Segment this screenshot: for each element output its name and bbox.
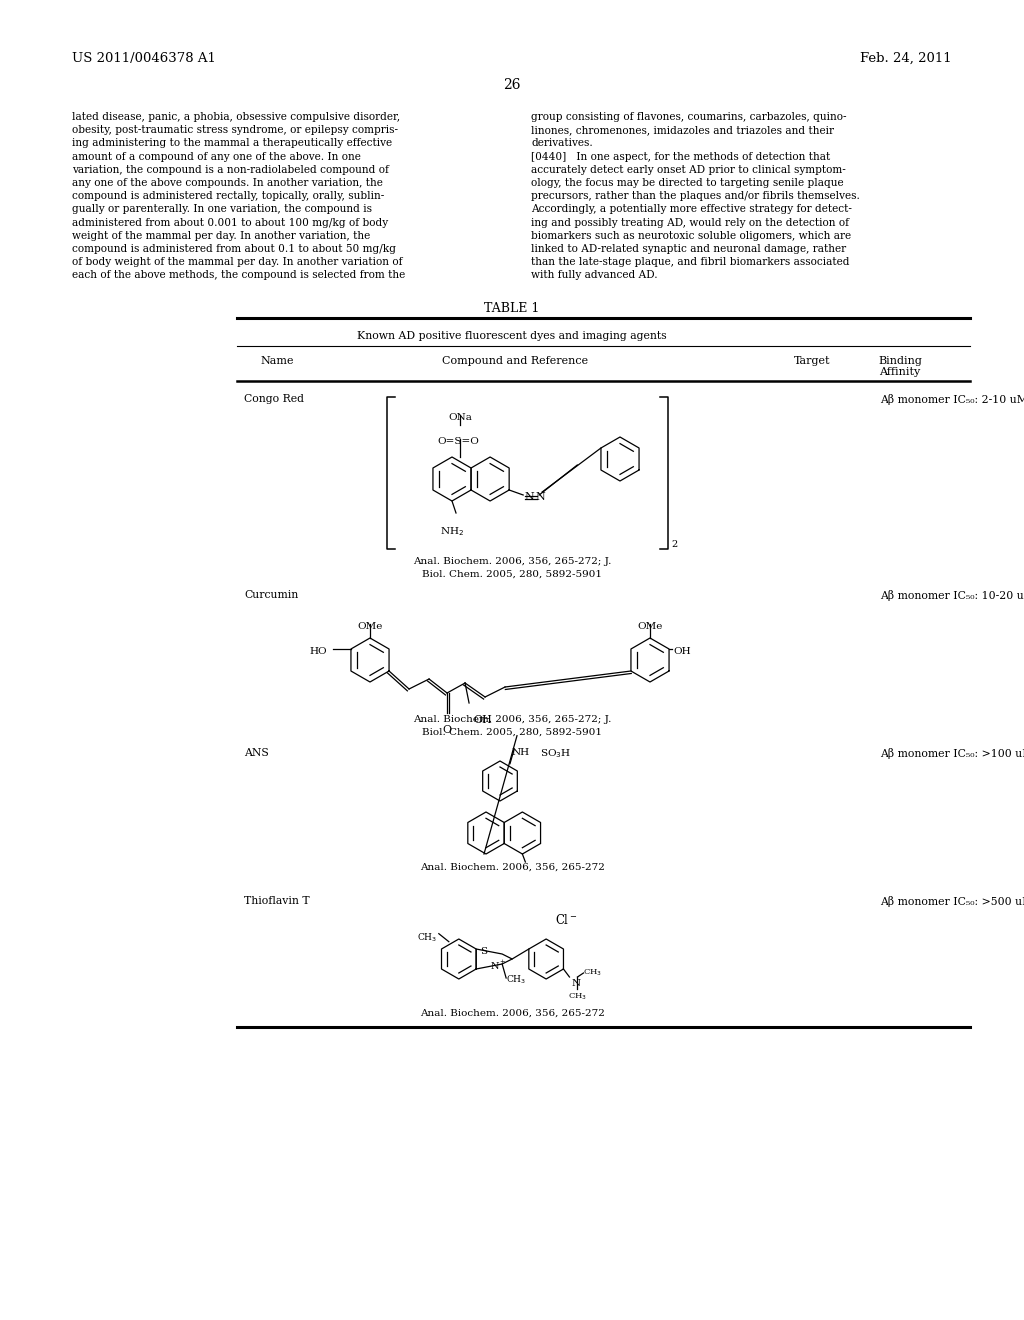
Text: Aβ monomer IC₅₀: 2-10 uM: Aβ monomer IC₅₀: 2-10 uM <box>880 393 1024 405</box>
Text: ing and possibly treating AD, would rely on the detection of: ing and possibly treating AD, would rely… <box>531 218 849 227</box>
Text: of body weight of the mammal per day. In another variation of: of body weight of the mammal per day. In… <box>72 257 402 267</box>
Text: Anal. Biochem. 2006, 356, 265-272: Anal. Biochem. 2006, 356, 265-272 <box>420 1008 604 1018</box>
Text: administered from about 0.001 to about 100 mg/kg of body: administered from about 0.001 to about 1… <box>72 218 388 227</box>
Text: Anal. Biochem. 2006, 356, 265-272; J.: Anal. Biochem. 2006, 356, 265-272; J. <box>413 715 611 723</box>
Text: O: O <box>442 725 452 735</box>
Text: OMe: OMe <box>637 622 663 631</box>
Text: CH$_3$: CH$_3$ <box>584 968 602 978</box>
Text: 2: 2 <box>671 540 677 549</box>
Text: gually or parenterally. In one variation, the compound is: gually or parenterally. In one variation… <box>72 205 372 214</box>
Text: 26: 26 <box>503 78 521 92</box>
Text: N: N <box>571 979 581 987</box>
Text: ANS: ANS <box>244 748 268 758</box>
Text: [0440]   In one aspect, for the methods of detection that: [0440] In one aspect, for the methods of… <box>531 152 830 161</box>
Text: NH: NH <box>512 747 530 756</box>
Text: with fully advanced AD.: with fully advanced AD. <box>531 271 657 280</box>
Text: CH$_3$: CH$_3$ <box>568 991 587 1002</box>
Text: Biol. Chem. 2005, 280, 5892-5901: Biol. Chem. 2005, 280, 5892-5901 <box>422 729 602 737</box>
Text: Aβ monomer IC₅₀: 10-20 uM: Aβ monomer IC₅₀: 10-20 uM <box>880 590 1024 601</box>
Text: accurately detect early onset AD prior to clinical symptom-: accurately detect early onset AD prior t… <box>531 165 846 174</box>
Text: CH$_3$: CH$_3$ <box>506 974 526 986</box>
Text: Binding: Binding <box>878 356 922 366</box>
Text: OMe: OMe <box>357 622 383 631</box>
Text: ONa: ONa <box>449 413 472 422</box>
Text: group consisting of flavones, coumarins, carbazoles, quino-: group consisting of flavones, coumarins,… <box>531 112 847 121</box>
Text: weight of the mammal per day. In another variation, the: weight of the mammal per day. In another… <box>72 231 371 240</box>
Text: linked to AD-related synaptic and neuronal damage, rather: linked to AD-related synaptic and neuron… <box>531 244 846 253</box>
Text: derivatives.: derivatives. <box>531 139 593 148</box>
Text: Known AD positive fluorescent dyes and imaging agents: Known AD positive fluorescent dyes and i… <box>357 331 667 341</box>
Text: OH: OH <box>473 715 492 725</box>
Text: Target: Target <box>794 356 830 366</box>
Text: Congo Red: Congo Red <box>244 393 304 404</box>
Text: Feb. 24, 2011: Feb. 24, 2011 <box>860 51 952 65</box>
Text: Compound and Reference: Compound and Reference <box>442 356 588 366</box>
Text: N: N <box>524 492 534 502</box>
Text: obesity, post-traumatic stress syndrome, or epilepsy compris-: obesity, post-traumatic stress syndrome,… <box>72 125 398 135</box>
Text: Biol. Chem. 2005, 280, 5892-5901: Biol. Chem. 2005, 280, 5892-5901 <box>422 570 602 579</box>
Text: Name: Name <box>260 356 294 366</box>
Text: CH$_3$: CH$_3$ <box>417 932 437 944</box>
Text: SO$_3$H: SO$_3$H <box>540 747 571 760</box>
Text: US 2011/0046378 A1: US 2011/0046378 A1 <box>72 51 216 65</box>
Text: Anal. Biochem. 2006, 356, 265-272; J.: Anal. Biochem. 2006, 356, 265-272; J. <box>413 557 611 566</box>
Text: variation, the compound is a non-radiolabeled compound of: variation, the compound is a non-radiola… <box>72 165 389 174</box>
Text: N: N <box>536 492 545 502</box>
Text: OH: OH <box>673 647 690 656</box>
Text: Aβ monomer IC₅₀: >500 uM: Aβ monomer IC₅₀: >500 uM <box>880 896 1024 907</box>
Text: ing administering to the mammal a therapeutically effective: ing administering to the mammal a therap… <box>72 139 392 148</box>
Text: lated disease, panic, a phobia, obsessive compulsive disorder,: lated disease, panic, a phobia, obsessiv… <box>72 112 400 121</box>
Text: any one of the above compounds. In another variation, the: any one of the above compounds. In anoth… <box>72 178 383 187</box>
Text: amount of a compound of any one of the above. In one: amount of a compound of any one of the a… <box>72 152 360 161</box>
Text: HO: HO <box>309 647 327 656</box>
Text: linones, chromenones, imidazoles and triazoles and their: linones, chromenones, imidazoles and tri… <box>531 125 834 135</box>
Text: Aβ monomer IC₅₀: >100 uM: Aβ monomer IC₅₀: >100 uM <box>880 748 1024 759</box>
Text: precursors, rather than the plaques and/or fibrils themselves.: precursors, rather than the plaques and/… <box>531 191 860 201</box>
Text: Thioflavin T: Thioflavin T <box>244 896 309 906</box>
Text: ology, the focus may be directed to targeting senile plaque: ology, the focus may be directed to targ… <box>531 178 844 187</box>
Text: N$^+$: N$^+$ <box>489 958 507 972</box>
Text: Affinity: Affinity <box>880 367 921 378</box>
Text: Anal. Biochem. 2006, 356, 265-272: Anal. Biochem. 2006, 356, 265-272 <box>420 863 604 873</box>
Text: Accordingly, a potentially more effective strategy for detect-: Accordingly, a potentially more effectiv… <box>531 205 852 214</box>
Text: Curcumin: Curcumin <box>244 590 298 601</box>
Text: each of the above methods, the compound is selected from the: each of the above methods, the compound … <box>72 271 406 280</box>
Text: S: S <box>480 946 487 956</box>
Text: biomarkers such as neurotoxic soluble oligomers, which are: biomarkers such as neurotoxic soluble ol… <box>531 231 851 240</box>
Text: O=S=O: O=S=O <box>437 437 479 446</box>
Text: compound is administered rectally, topically, orally, sublin-: compound is administered rectally, topic… <box>72 191 384 201</box>
Text: than the late-stage plaque, and fibril biomarkers associated: than the late-stage plaque, and fibril b… <box>531 257 850 267</box>
Text: TABLE 1: TABLE 1 <box>484 302 540 315</box>
Text: Cl$^-$: Cl$^-$ <box>555 913 578 927</box>
Text: NH$_2$: NH$_2$ <box>440 525 464 537</box>
Text: compound is administered from about 0.1 to about 50 mg/kg: compound is administered from about 0.1 … <box>72 244 396 253</box>
